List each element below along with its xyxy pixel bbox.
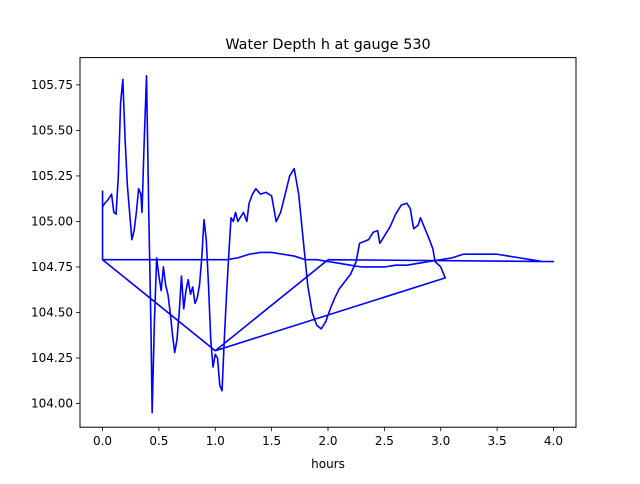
y-tick-label: 105.50 bbox=[31, 123, 73, 137]
y-tick-label: 105.00 bbox=[31, 214, 73, 228]
y-tick-label: 104.25 bbox=[31, 351, 73, 365]
x-axis-ticks: 0.0 0.5 1.0 1.5 2.0 2.5 3.0 3.5 4.0 bbox=[93, 427, 563, 448]
x-tick-label: 1.0 bbox=[206, 434, 225, 448]
x-tick-label: 0.5 bbox=[149, 434, 168, 448]
x-tick-label: 2.5 bbox=[375, 434, 394, 448]
x-tick-label: 4.0 bbox=[544, 434, 563, 448]
x-tick-label: 2.0 bbox=[318, 434, 337, 448]
x-tick-label: 3.0 bbox=[431, 434, 450, 448]
y-axis-ticks: 104.00 104.25 104.50 104.75 105.00 105.25 105.… bbox=[31, 78, 80, 411]
plot-area bbox=[101, 75, 555, 414]
axes-frame bbox=[79, 57, 577, 428]
y-tick-label: 104.50 bbox=[31, 305, 73, 319]
y-tick-label: 104.00 bbox=[31, 397, 73, 411]
y-tick-label: 105.75 bbox=[31, 78, 73, 92]
x-axis-label: hours bbox=[311, 457, 345, 471]
x-tick-label: 3.5 bbox=[488, 434, 507, 448]
chart-title: Water Depth h at gauge 530 bbox=[225, 37, 430, 53]
x-tick-label: 1.5 bbox=[262, 434, 281, 448]
y-tick-label: 105.25 bbox=[31, 169, 73, 183]
series-line-0 bbox=[101, 75, 555, 414]
y-tick-label: 104.75 bbox=[31, 260, 73, 274]
x-tick-label: 0.0 bbox=[93, 434, 112, 448]
